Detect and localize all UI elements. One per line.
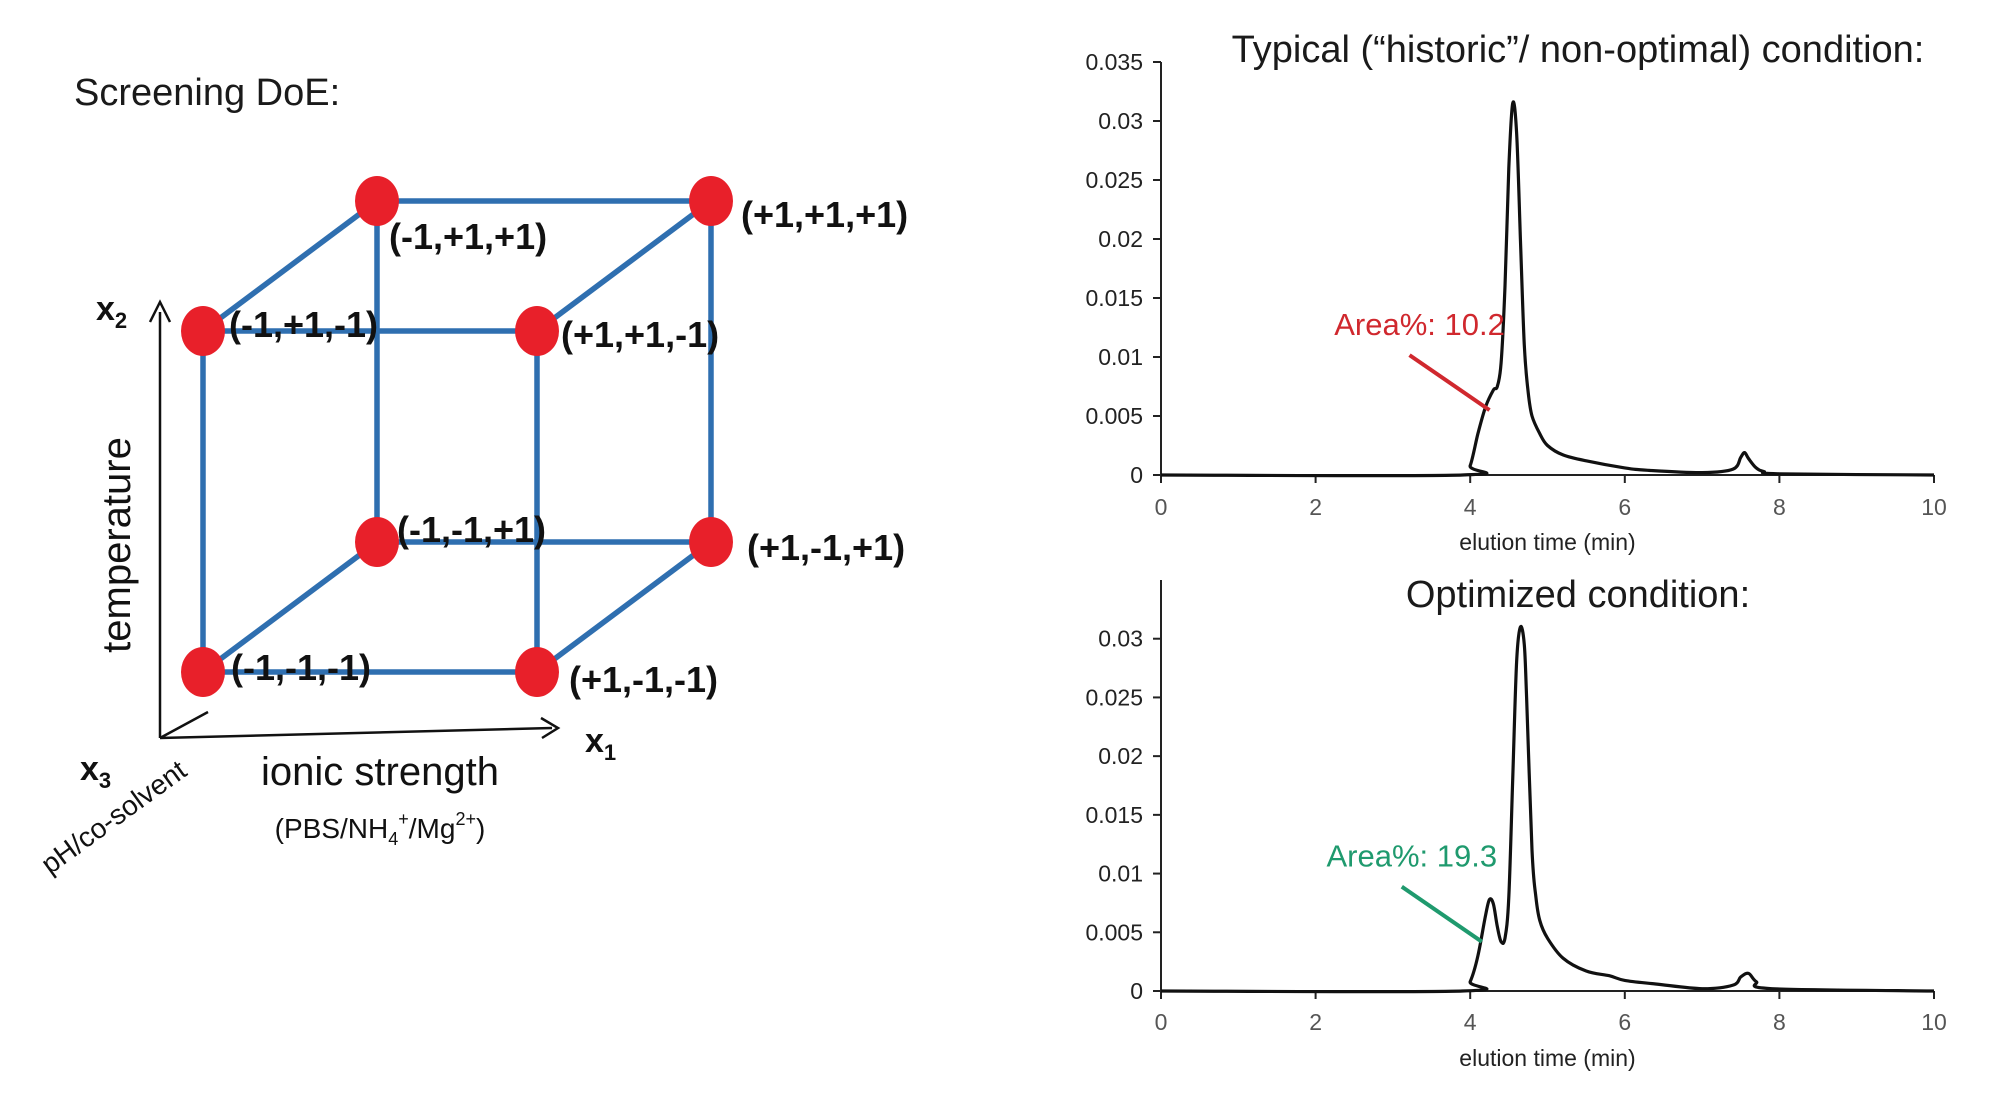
x2-axis-label: temperature bbox=[95, 437, 139, 653]
corner-label: (+1,+1,-1) bbox=[561, 314, 719, 355]
x-tick-label: 0 bbox=[1155, 494, 1168, 520]
x-tick-label: 10 bbox=[1921, 494, 1947, 520]
corner-label: (-1,-1,-1) bbox=[231, 647, 371, 688]
cube-axes: x2 temperature x1 ionic strength (PBS/NH… bbox=[35, 290, 616, 880]
annotation-pointer bbox=[1400, 885, 1483, 944]
x1-axis-line bbox=[159, 726, 553, 740]
y-tick-label: 0 bbox=[1130, 978, 1143, 1004]
chromatogram-trace bbox=[1160, 100, 1935, 478]
y-tick-label: 0.025 bbox=[1085, 684, 1143, 710]
design-point bbox=[689, 517, 733, 567]
x-tick-label: 8 bbox=[1773, 1009, 1786, 1035]
annotation-label: Area%: 10.2 bbox=[1334, 307, 1505, 342]
corner-label: (-1,+1,+1) bbox=[389, 216, 547, 257]
cube-labels: (-1,-1,-1) (+1,-1,-1) (-1,+1,-1) (+1,+1,-1)… bbox=[229, 194, 908, 700]
y-tick-label: 0.01 bbox=[1098, 861, 1143, 887]
y-tick-label: 0.005 bbox=[1085, 403, 1143, 429]
x3-symbol: x3 bbox=[80, 750, 111, 793]
x-tick-label: 4 bbox=[1464, 1009, 1477, 1035]
y-tick-label: 0 bbox=[1130, 462, 1143, 488]
corner-label: (+1,-1,-1) bbox=[569, 659, 718, 700]
design-point bbox=[515, 306, 559, 356]
cube-edge bbox=[201, 539, 379, 675]
corner-label: (-1,+1,-1) bbox=[229, 304, 378, 345]
cube-edge bbox=[535, 198, 713, 334]
chromatogram-trace bbox=[1160, 624, 1935, 994]
y-tick-label: 0.015 bbox=[1085, 285, 1143, 311]
x1-symbol: x1 bbox=[585, 722, 616, 765]
x-tick-label: 0 bbox=[1155, 1009, 1168, 1035]
design-point bbox=[515, 647, 559, 697]
chart-title: Typical (“historic”/ non-optimal) condit… bbox=[1232, 29, 1925, 71]
cube-points bbox=[181, 176, 733, 697]
x-tick-label: 4 bbox=[1464, 494, 1477, 520]
cube-edge bbox=[201, 198, 379, 334]
corner-label: (-1,-1,+1) bbox=[397, 509, 546, 550]
design-point bbox=[689, 176, 733, 226]
design-point bbox=[355, 176, 399, 226]
x-tick-label: 6 bbox=[1618, 494, 1631, 520]
x1-axis-arrowhead bbox=[540, 716, 561, 740]
y-tick-label: 0.035 bbox=[1085, 49, 1143, 75]
annotation-pointer bbox=[1408, 353, 1491, 412]
x-tick-label: 2 bbox=[1309, 1009, 1322, 1035]
design-point bbox=[181, 647, 225, 697]
chromatogram-optimized: Optimized condition: 0 0.005 0.01 0.015 0.02 0… bbox=[1085, 574, 1946, 1071]
x1-axis-note: (PBS/NH4+/Mg2+) bbox=[275, 809, 486, 849]
cube-edge bbox=[535, 539, 713, 675]
chart-title: Optimized condition: bbox=[1406, 574, 1750, 616]
x1-axis-label: ionic strength bbox=[261, 750, 499, 794]
x3-axis-label: pH/co-solvent bbox=[35, 754, 192, 880]
x-axis-label: elution time (min) bbox=[1459, 529, 1635, 555]
cube-title: Screening DoE: bbox=[74, 72, 340, 114]
x-axis-label: elution time (min) bbox=[1459, 1045, 1635, 1071]
corner-label: (+1,-1,+1) bbox=[747, 527, 905, 568]
x-tick-label: 2 bbox=[1309, 494, 1322, 520]
x3-axis-line bbox=[159, 710, 209, 740]
chromatogram-typical: Typical (“historic”/ non-optimal) condit… bbox=[1085, 29, 1946, 555]
x2-symbol: x2 bbox=[96, 290, 127, 333]
annotation-label: Area%: 19.3 bbox=[1326, 839, 1497, 874]
y-tick-label: 0.015 bbox=[1085, 802, 1143, 828]
x-tick-label: 6 bbox=[1618, 1009, 1631, 1035]
corner-label: (+1,+1,+1) bbox=[741, 194, 908, 235]
y-tick-label: 0.03 bbox=[1098, 108, 1143, 134]
y-tick-label: 0.02 bbox=[1098, 226, 1143, 252]
design-point bbox=[181, 306, 225, 356]
y-tick-label: 0.03 bbox=[1098, 626, 1143, 652]
x2-axis-arrowhead bbox=[148, 299, 172, 323]
y-tick-label: 0.025 bbox=[1085, 167, 1143, 193]
y-tick-label: 0.005 bbox=[1085, 919, 1143, 945]
design-point bbox=[355, 517, 399, 567]
cube-edges bbox=[200, 198, 714, 675]
y-tick-label: 0.01 bbox=[1098, 344, 1143, 370]
doe-cube-panel: Screening DoE: (-1,-1,-1) (+1,-1,-1) (-1,+… bbox=[35, 72, 908, 880]
x-tick-label: 8 bbox=[1773, 494, 1786, 520]
y-tick-label: 0.02 bbox=[1098, 743, 1143, 769]
x-tick-label: 10 bbox=[1921, 1009, 1947, 1035]
